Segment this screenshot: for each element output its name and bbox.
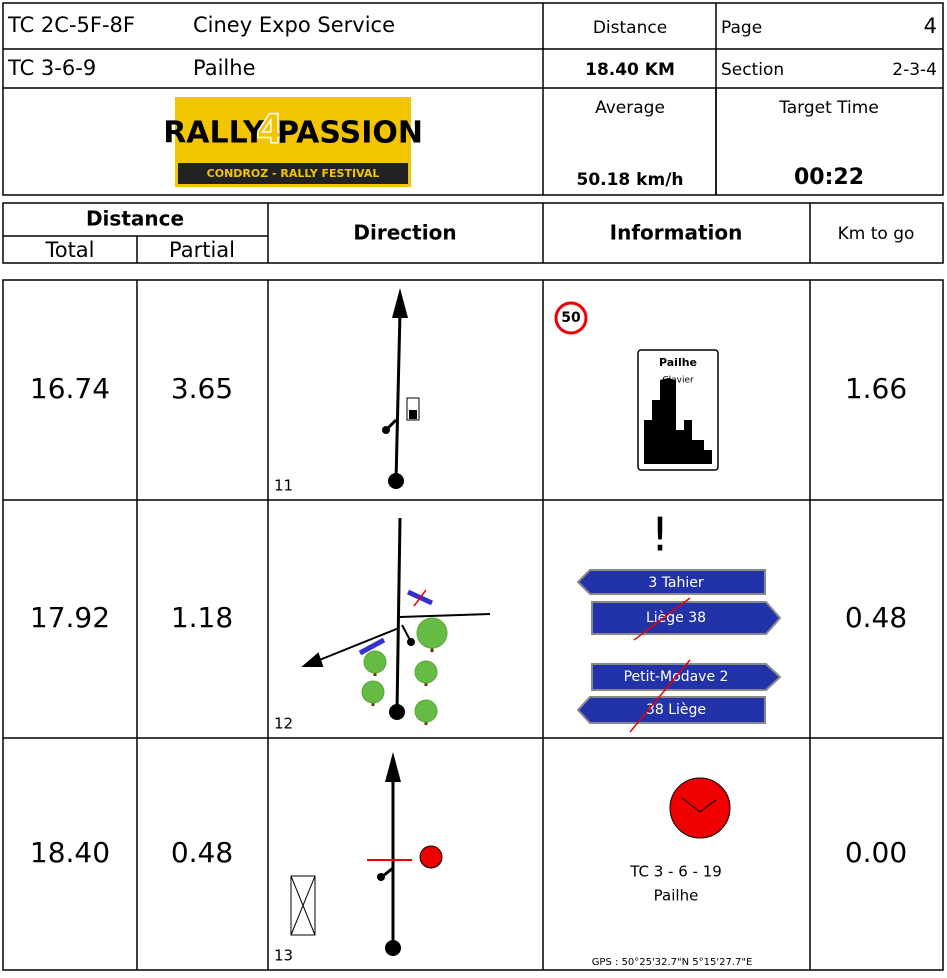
direction-sign: 3 Tahier: [648, 575, 704, 591]
logo-middle: 4: [256, 107, 284, 153]
tulip-11: [382, 288, 420, 489]
target-time-value: 00:22: [794, 165, 864, 190]
direction-sign: Liège 38: [646, 610, 706, 626]
speed-limit: 50: [561, 310, 581, 326]
info-12: ! 3 Tahier Liège 38 Petit-Modave 2 38 Li…: [576, 508, 782, 733]
town-name: Pailhe: [659, 356, 697, 369]
average-value: 50.18 km/h: [576, 170, 683, 190]
info-13: TC 3 - 6 - 19 Pailhe GPS : 50°25'32.7"N …: [592, 777, 753, 968]
distance-value: 18.40 KM: [585, 60, 675, 80]
average-label: Average: [595, 98, 665, 118]
partial: 1.18: [171, 601, 233, 634]
logo: RALLY 4 PASSION CONDROZ - RALLY FESTIVAL: [163, 97, 423, 187]
km-to-go: 1.66: [845, 372, 907, 405]
control-place: Pailhe: [654, 887, 699, 905]
table-grid: [2, 279, 944, 971]
info-11: 50 Pailhe Clavier: [554, 301, 719, 471]
header-code: TC 3-6-9: [7, 56, 96, 80]
tulip-12: [301, 517, 491, 725]
header-place: Ciney Expo Service: [193, 13, 395, 37]
col-partial: Partial: [169, 238, 235, 262]
header-place: Pailhe: [193, 56, 256, 80]
total: 18.40: [30, 836, 110, 869]
rows: 16.74 3.65 1.66 11 17.92 1.18 0.48 12 18.40 0.48 0…: [30, 372, 907, 965]
header-code: TC 2C-5F-8F: [7, 13, 135, 37]
gps: GPS : 50°25'32.7"N 5°15'27.7"E: [592, 957, 753, 968]
col-direction: Direction: [353, 221, 456, 245]
distance-label: Distance: [593, 18, 667, 38]
col-information: Information: [610, 221, 743, 245]
warning: !: [651, 508, 669, 562]
col-distance: Distance: [86, 207, 184, 231]
box-number: 12: [274, 715, 293, 733]
logo-subtitle: CONDROZ - RALLY FESTIVAL: [207, 167, 380, 180]
box-number: 13: [274, 947, 293, 965]
box-number: 11: [274, 477, 293, 495]
town-subname: Clavier: [662, 376, 694, 386]
total: 17.92: [30, 601, 110, 634]
km-to-go: 0.00: [845, 836, 907, 869]
target-time-label: Target Time: [778, 98, 879, 118]
header: TC 2C-5F-8F Ciney Expo Service TC 3-6-9 …: [2, 2, 944, 196]
control-code: TC 3 - 6 - 19: [629, 863, 722, 881]
page-value: 4: [924, 14, 937, 38]
col-total: Total: [44, 238, 94, 262]
section-label: Section: [721, 60, 784, 80]
logo-left: RALLY: [163, 116, 266, 151]
page-label: Page: [721, 18, 762, 38]
total: 16.74: [30, 372, 110, 405]
direction-sign: 38 Liège: [646, 702, 706, 718]
col-km-to-go: Km to go: [838, 224, 915, 244]
partial: 3.65: [171, 372, 233, 405]
logo-right: PASSION: [277, 116, 423, 151]
partial: 0.48: [171, 836, 233, 869]
section-value: 2-3-4: [892, 60, 937, 80]
table-header: Distance Total Partial Direction Informa…: [2, 202, 944, 264]
km-to-go: 0.48: [845, 601, 907, 634]
tulip-13: [290, 752, 443, 956]
